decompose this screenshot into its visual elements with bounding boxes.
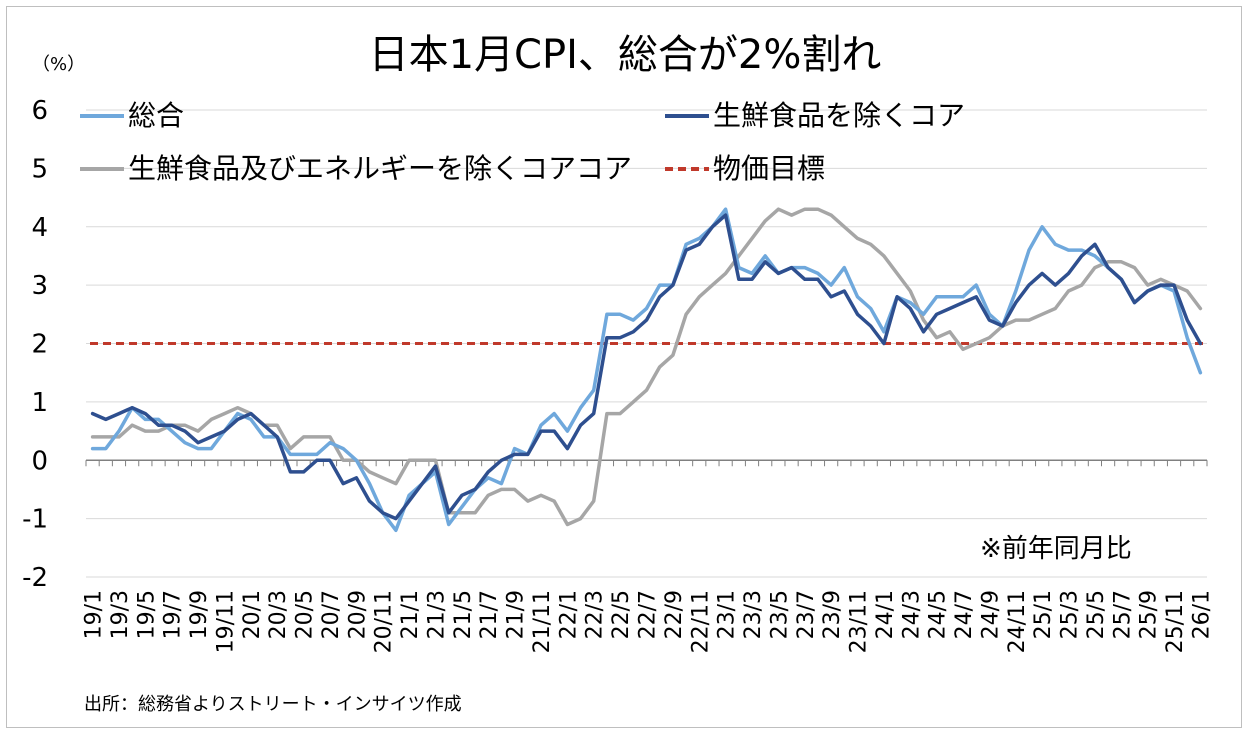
x-tick-label: 20/1: [240, 590, 265, 639]
x-tick-label: 23/3: [741, 590, 766, 639]
y-tick-label: -1: [22, 505, 48, 535]
x-tick-label: 22/7: [636, 590, 661, 639]
x-tick-label: 22/5: [609, 590, 634, 639]
x-tick-label: 26/1: [1189, 590, 1214, 639]
x-tick-label: 19/9: [187, 590, 212, 639]
legend-swatch-target: [665, 167, 709, 171]
x-tick-label: 20/5: [293, 590, 318, 639]
x-tick-label: 21/7: [477, 590, 502, 639]
x-tick-label: 23/11: [847, 590, 872, 653]
legend-label-target: 物価目標: [713, 152, 826, 185]
x-tick-label: 24/1: [873, 590, 898, 639]
legend-label-core: 生鮮食品を除くコア: [713, 99, 966, 132]
chart-title: 日本1月CPI、総合が2%割れ: [368, 32, 882, 78]
x-tick-label: 25/7: [1110, 590, 1135, 639]
x-tick-label: 25/1: [1031, 590, 1056, 639]
x-tick-label: 19/7: [161, 590, 186, 639]
source-credit: 出所：総務省よりストリート・インサイツ作成: [84, 694, 462, 715]
x-tick-label: 19/3: [108, 590, 133, 639]
x-tick-label: 22/1: [556, 590, 581, 639]
x-tick-label: 23/5: [767, 590, 792, 639]
legend-swatch-headline: [80, 114, 124, 118]
legend-label-core-core: 生鮮食品及びエネルギーを除くコアコア: [128, 152, 633, 185]
x-tick-label: 22/9: [662, 590, 687, 639]
y-tick-label: 0: [31, 446, 48, 476]
series-line-core: [90, 213, 1203, 521]
x-tick-label: 20/7: [319, 590, 344, 639]
x-tick-label: 21/11: [530, 590, 555, 653]
x-tick-label: 23/9: [820, 590, 845, 639]
x-tick-label: 24/9: [978, 590, 1003, 639]
x-tick-label: 20/3: [266, 590, 291, 639]
x-tick-label: 21/9: [504, 590, 529, 639]
legend-label-headline: 総合: [128, 99, 185, 132]
x-tick-label: 24/11: [1005, 590, 1030, 653]
y-tick-label: 5: [31, 154, 48, 184]
y-tick-label: 3: [31, 271, 48, 301]
legend-swatch-core: [665, 114, 709, 118]
x-tick-label: 19/11: [213, 590, 238, 653]
y-tick-label: 1: [31, 388, 48, 418]
x-tick-label: 25/5: [1084, 590, 1109, 639]
x-tick-label: 25/11: [1163, 590, 1188, 653]
x-tick-label: 24/5: [926, 590, 951, 639]
series-line-headline: [90, 207, 1203, 533]
x-tick-label: 23/7: [794, 590, 819, 639]
legend-swatch-core-core: [80, 167, 124, 171]
x-tick-label: 21/5: [451, 590, 476, 639]
x-tick-label: 23/1: [715, 590, 740, 639]
x-tick-label: 21/1: [398, 590, 423, 639]
x-tick-label: 25/9: [1137, 590, 1162, 639]
y-axis-unit-label: （%）: [32, 54, 86, 75]
series-line-core-core: [90, 207, 1203, 527]
chart-frame: [6, 6, 1242, 728]
y-tick-label: 2: [31, 330, 48, 360]
x-tick-label: 22/11: [688, 590, 713, 653]
x-tick-label: 19/5: [134, 590, 159, 639]
y-tick-label: 4: [31, 213, 48, 243]
x-tick-label: 20/11: [372, 590, 397, 653]
x-tick-label: 24/3: [899, 590, 924, 639]
chart-note: ※前年同月比: [980, 534, 1132, 564]
x-tick-label: 20/9: [345, 590, 370, 639]
x-tick-label: 19/1: [82, 590, 107, 639]
x-tick-label: 22/3: [583, 590, 608, 639]
x-tick-label: 24/7: [952, 590, 977, 639]
x-tick-label: 25/3: [1058, 590, 1083, 639]
y-tick-label: -2: [22, 563, 48, 593]
x-tick-label: 21/3: [424, 590, 449, 639]
y-tick-label: 6: [31, 96, 48, 126]
